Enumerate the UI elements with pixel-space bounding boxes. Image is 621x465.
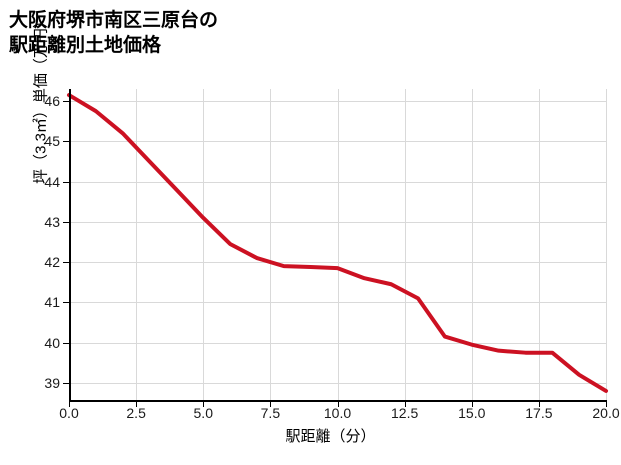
- gridline-vertical: [136, 89, 138, 401]
- x-tick-label: 15.0: [458, 405, 486, 421]
- data-series-line: [67, 93, 608, 393]
- x-tick-label: 2.5: [126, 405, 146, 421]
- y-axis-label-text: 坪（3.3㎡）単価（万円）: [32, 13, 50, 184]
- gridline-vertical: [270, 89, 272, 401]
- x-tick-label: 20.0: [592, 405, 620, 421]
- y-tick-mark: [63, 342, 69, 344]
- y-tick-label: 44: [44, 173, 60, 190]
- x-tick-mark: [203, 401, 205, 407]
- y-tick-label: 39: [44, 374, 60, 391]
- x-tick-mark: [136, 401, 138, 407]
- y-tick-mark: [63, 141, 69, 143]
- x-tick-mark: [337, 401, 339, 407]
- plot-area: [67, 89, 608, 401]
- y-tick-mark: [63, 221, 69, 223]
- x-tick-mark: [404, 401, 406, 407]
- y-tick-label: 41: [44, 294, 60, 311]
- x-tick-label: 17.5: [525, 405, 553, 421]
- x-tick-mark: [606, 401, 607, 407]
- x-axis-label-text: 駅距離（分）: [285, 428, 376, 445]
- x-tick-label: 7.5: [260, 405, 281, 421]
- chart-title-line-2: 駅距離別土地価格: [9, 35, 162, 57]
- y-tick-label: 42: [44, 254, 60, 271]
- chart-title-line-1: 大阪府堺市南区三原台の: [9, 10, 219, 31]
- y-tick-mark: [63, 262, 69, 264]
- y-tick-label: 43: [44, 213, 60, 230]
- y-tick-mark: [63, 302, 69, 304]
- x-tick-mark: [471, 401, 473, 407]
- gridline-vertical: [606, 89, 607, 401]
- x-tick-mark: [538, 401, 540, 407]
- x-tick-mark: [270, 401, 272, 407]
- gridline-vertical: [471, 89, 473, 401]
- gridline-vertical: [538, 89, 540, 401]
- x-tick-label: 10.0: [323, 405, 352, 421]
- x-tick-label: 0.0: [59, 405, 79, 421]
- x-tick-label: 12.5: [391, 405, 419, 421]
- gridline-vertical: [203, 89, 205, 401]
- x-axis-label: 駅距離（分）: [0, 425, 621, 446]
- x-tick-label: 5.0: [193, 405, 213, 421]
- chart-title: 大阪府堺市南区三原台の 駅距離別土地価格: [9, 8, 439, 59]
- y-tick-label: 45: [44, 133, 60, 150]
- y-tick-label: 46: [44, 93, 60, 110]
- gridline-vertical: [404, 89, 406, 401]
- gridline-vertical: [337, 89, 339, 401]
- y-axis-label: 坪（3.3㎡）単価（万円）: [30, 0, 51, 259]
- x-tick-mark: [69, 401, 70, 407]
- y-axis-line: [69, 89, 71, 402]
- y-tick-mark: [63, 101, 69, 103]
- y-tick-label: 40: [44, 334, 60, 351]
- y-tick-mark: [63, 181, 69, 183]
- y-tick-mark: [63, 382, 69, 384]
